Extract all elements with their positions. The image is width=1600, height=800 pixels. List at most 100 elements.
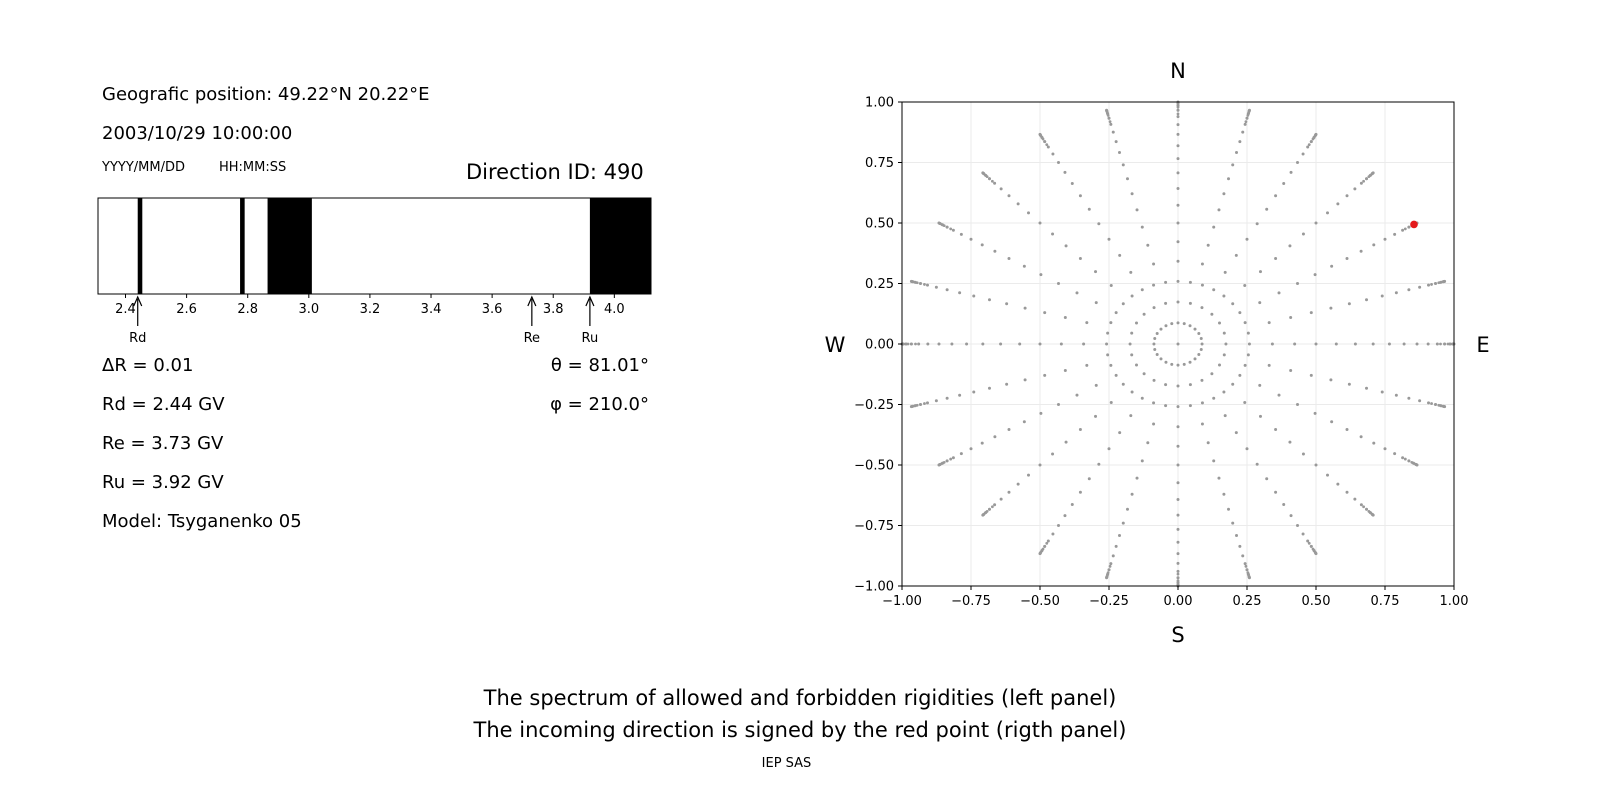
scatter-point	[1078, 428, 1082, 432]
scatter-point	[1176, 481, 1180, 485]
scatter-point	[1188, 324, 1192, 328]
scatter-point	[1082, 342, 1086, 346]
scatter-point	[1289, 170, 1293, 174]
scatter-point	[910, 280, 914, 283]
scatter-point	[1094, 301, 1098, 305]
scatter-point	[926, 342, 930, 346]
scatter-point	[980, 243, 984, 247]
scatter-point	[1301, 152, 1305, 156]
scatter-point	[1041, 137, 1045, 141]
scatter-point	[1176, 105, 1180, 109]
scatter-point	[1046, 539, 1050, 543]
scatter-point	[1164, 324, 1168, 328]
compass-east: E	[1476, 333, 1489, 357]
scatter-point	[1393, 452, 1397, 456]
scatter-point	[945, 396, 949, 400]
scatter-point	[1277, 291, 1281, 295]
scatter-point	[1142, 312, 1146, 316]
scatter-point	[1193, 357, 1197, 361]
scatter-point	[1106, 353, 1110, 357]
time-format-label: HH:MM:SS	[219, 160, 287, 175]
scatter-point	[1289, 316, 1293, 320]
y-tick-label: 0.25	[865, 277, 894, 292]
scatter-point	[969, 237, 973, 241]
scatter-point	[1418, 399, 1422, 403]
y-tick-label: −1.00	[854, 580, 894, 595]
scatter-point	[1430, 283, 1433, 286]
scatter-point	[1152, 342, 1156, 346]
scatter-point	[993, 181, 997, 185]
scatter-point	[1301, 232, 1305, 236]
caption-line-1: The spectrum of allowed and forbidden ri…	[483, 686, 1117, 710]
marker-ru: Ru	[582, 295, 598, 346]
scatter-point	[1159, 327, 1163, 331]
marker-re: Re	[524, 295, 540, 346]
scatter-point	[1430, 402, 1433, 405]
scatter-point	[1282, 503, 1286, 507]
scatter-point	[990, 179, 994, 183]
spectrum-frame	[97, 197, 652, 295]
scatter-point	[1210, 312, 1214, 316]
scatter-point	[1159, 357, 1163, 361]
scatter-point	[1247, 576, 1251, 579]
rigidity-spectrum-chart: 2.4 2.6 2.8 3.0 3.2 3.4 3.6 3.8 4.0 Rd Re Ru	[97, 197, 652, 346]
scatter-point	[1336, 482, 1340, 486]
scatter-point	[1288, 244, 1292, 248]
scatter-point	[1243, 122, 1247, 126]
scatter-point	[915, 403, 919, 407]
scatter-point	[1176, 527, 1180, 531]
scatter-point	[917, 342, 921, 346]
scatter-point	[1038, 463, 1042, 467]
scatter-point	[1222, 331, 1226, 335]
forbidden-band-2	[267, 198, 312, 294]
scatter-point	[949, 457, 953, 461]
scatter-point	[993, 503, 997, 507]
scatter-point	[1176, 123, 1180, 127]
scatter-point	[1038, 221, 1042, 225]
y-tick-label: −0.50	[854, 459, 894, 474]
scatter-point	[1372, 243, 1376, 247]
spectrum-tick-label: 3.4	[421, 302, 442, 317]
scatter-point	[1087, 477, 1091, 481]
scatter-point	[1043, 311, 1047, 315]
scatter-point	[1164, 383, 1168, 387]
scatter-point	[1075, 291, 1079, 295]
scatter-point	[1301, 452, 1305, 456]
scatter-point	[1313, 273, 1317, 277]
scatter-point	[1164, 404, 1168, 408]
scatter-point	[1016, 202, 1020, 206]
scatter-point	[1206, 243, 1210, 247]
scatter-point	[1188, 404, 1192, 408]
y-tick-label: 0.50	[865, 217, 894, 232]
scatter-point	[1051, 452, 1055, 456]
scatter-point	[919, 282, 922, 285]
scatter-point	[1051, 532, 1055, 536]
scatter-point	[1200, 378, 1204, 382]
scatter-point	[1176, 540, 1180, 544]
scatter-point	[1446, 342, 1450, 346]
spectrum-tick-label: 2.6	[176, 302, 197, 317]
scatter-point	[1301, 532, 1305, 536]
scatter-point	[1130, 492, 1134, 496]
scatter-point	[1246, 571, 1250, 575]
scatter-point	[1007, 428, 1011, 432]
scatter-point	[1407, 225, 1411, 229]
scatter-point	[1200, 306, 1204, 310]
scatter-point	[1188, 301, 1192, 305]
scatter-point	[1223, 414, 1227, 418]
scatter-point	[1393, 232, 1397, 236]
scatter-point	[1152, 401, 1156, 405]
scatter-point	[1427, 401, 1431, 405]
scatter-point	[1176, 221, 1180, 225]
scatter-point	[1155, 331, 1159, 335]
forbidden-band-1	[240, 198, 245, 294]
scatter-point	[906, 342, 910, 346]
scatter-point	[1176, 240, 1180, 244]
scatter-point	[1164, 301, 1168, 305]
scatter-point	[1153, 347, 1157, 351]
scatter-point	[1176, 342, 1180, 346]
scatter-point	[1380, 294, 1384, 298]
scatter-point	[1094, 414, 1098, 418]
delta-r-value: ΔR = 0.01	[102, 355, 194, 376]
scatter-point	[1309, 311, 1313, 315]
